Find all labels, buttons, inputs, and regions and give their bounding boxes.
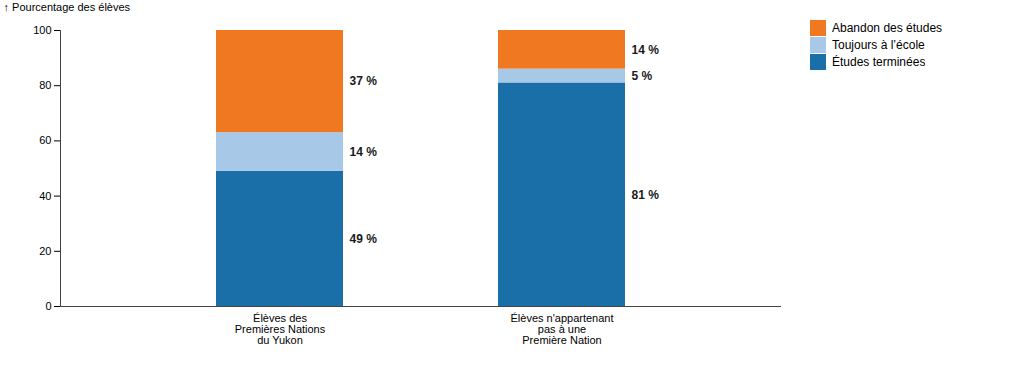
- svg-text:40: 40: [39, 190, 51, 202]
- svg-text:20: 20: [39, 245, 51, 257]
- svg-text:14 %: 14 %: [632, 43, 660, 57]
- svg-text:80: 80: [39, 79, 51, 91]
- html-text:Toujours à l’école: Toujours à l’école: [832, 38, 925, 52]
- svg-text:100: 100: [33, 24, 51, 36]
- svg-text:14 %: 14 %: [350, 145, 378, 159]
- svg-text:60: 60: [39, 134, 51, 146]
- svg-text:0: 0: [45, 300, 51, 312]
- svg-text:Élèves desPremières Nationsdu: Élèves desPremières Nationsdu Yukon: [235, 312, 326, 346]
- html-text:Études terminées: Études terminées: [832, 55, 926, 69]
- svg-text:5 %: 5 %: [632, 69, 653, 83]
- svg-text:49 %: 49 %: [350, 232, 378, 246]
- svg-text:Élèves n'appartenantpas à uneP: Élèves n'appartenantpas à unePremière Na…: [510, 312, 613, 346]
- svg-text:↑ Pourcentage des élèves: ↑ Pourcentage des élèves: [4, 1, 131, 13]
- svg-text:81 %: 81 %: [632, 188, 660, 202]
- html-text:Abandon des études: Abandon des études: [832, 21, 943, 35]
- svg-text:37 %: 37 %: [350, 74, 378, 88]
